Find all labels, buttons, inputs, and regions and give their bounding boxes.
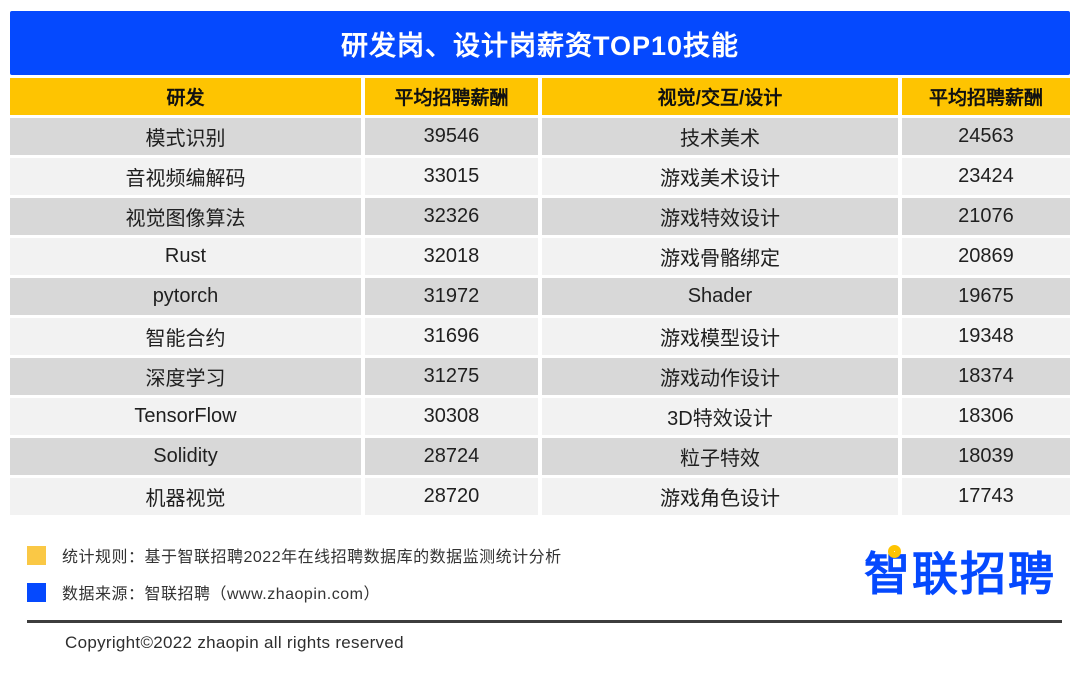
rd-salary-cell: 28724 [364,438,538,475]
design-salary-cell: 18039 [901,438,1070,475]
logo-ring-icon [888,544,901,558]
design-skill-cell: 游戏特效设计 [542,198,898,235]
table-body: 模式识别 39546 技术美术 24563 音视频编解码 33015 游戏美术设计 23424… [10,118,1070,515]
footer: 统计规则：基于智联招聘2022年在线招聘数据库的数据监测统计分析 数据来源：智联… [10,543,1070,604]
design-salary-cell: 19348 [901,318,1070,355]
design-skill-cell: Shader [542,278,898,315]
design-skill-cell: 游戏骨骼绑定 [542,238,898,275]
rd-skill-cell: Solidity [10,438,361,475]
rd-salary-cell: 31972 [364,278,538,315]
divider [27,620,1062,623]
rd-salary-cell: 31275 [364,358,538,395]
design-skill-cell: 3D特效设计 [542,398,898,435]
table-row: Rust 32018 游戏骨骼绑定 20869 [10,238,1070,275]
rd-skill-cell: 机器视觉 [10,478,361,515]
yellow-swatch-icon [27,545,46,565]
design-salary-cell: 18374 [901,358,1070,395]
design-salary-cell: 24563 [901,118,1070,155]
rd-salary-cell: 31696 [364,318,538,355]
rd-salary-cell: 32326 [364,198,538,235]
legend-item-source: 数据来源：智联招聘（www.zhaopin.com） [27,580,562,604]
table-row: 深度学习 31275 游戏动作设计 18374 [10,358,1070,395]
table-row: TensorFlow 30308 3D特效设计 18306 [10,398,1070,435]
table-row: 模式识别 39546 技术美术 24563 [10,118,1070,155]
rd-skill-cell: TensorFlow [10,398,361,435]
salary-table: 研发 平均招聘薪酬 视觉/交互/设计 平均招聘薪酬 模式识别 39546 技术美术 2… [10,78,1070,515]
design-salary-cell: 19675 [901,278,1070,315]
copyright-text: Copyright©2022 zhaopin all rights reserv… [65,633,404,652]
table-row: 音视频编解码 33015 游戏美术设计 23424 [10,158,1070,195]
table-row: 机器视觉 28720 游戏角色设计 17743 [10,478,1070,515]
legend-item-rule: 统计规则：基于智联招聘2022年在线招聘数据库的数据监测统计分析 [27,543,562,567]
rd-salary-cell: 30308 [364,398,538,435]
legend: 统计规则：基于智联招聘2022年在线招聘数据库的数据监测统计分析 数据来源：智联… [27,543,562,604]
table-row: pytorch 31972 Shader 19675 [10,278,1070,315]
design-salary-cell: 21076 [901,198,1070,235]
rd-skill-cell: Rust [10,238,361,275]
rd-skill-cell: 智能合约 [10,318,361,355]
design-skill-cell: 游戏模型设计 [542,318,898,355]
design-skill-cell: 游戏动作设计 [542,358,898,395]
rd-salary-cell: 32018 [364,238,538,275]
rd-skill-cell: 模式识别 [10,118,361,155]
rd-skill-cell: 音视频编解码 [10,158,361,195]
column-header-design: 视觉/交互/设计 [542,78,898,115]
table-row: 智能合约 31696 游戏模型设计 19348 [10,318,1070,355]
design-skill-cell: 技术美术 [542,118,898,155]
column-header-design-salary: 平均招聘薪酬 [901,78,1070,115]
column-header-rd: 研发 [10,78,361,115]
blue-swatch-icon [27,582,46,602]
rd-salary-cell: 28720 [364,478,538,515]
rd-skill-cell: 深度学习 [10,358,361,395]
page-title: 研发岗、设计岗薪资TOP10技能 [340,30,740,61]
zhaopin-logo: 智联招聘 [864,544,1064,600]
legend-source-text: 数据来源：智联招聘（www.zhaopin.com） [62,586,380,603]
design-salary-cell: 18306 [901,398,1070,435]
design-salary-cell: 17743 [901,478,1070,515]
title-bar: 研发岗、设计岗薪资TOP10技能 [10,11,1070,75]
logo-text: 智联招聘 [864,547,1056,600]
design-skill-cell: 粒子特效 [542,438,898,475]
rd-skill-cell: pytorch [10,278,361,315]
design-salary-cell: 23424 [901,158,1070,195]
rd-salary-cell: 33015 [364,158,538,195]
column-header-rd-salary: 平均招聘薪酬 [364,78,538,115]
table-header-row: 研发 平均招聘薪酬 视觉/交互/设计 平均招聘薪酬 [10,78,1070,115]
design-skill-cell: 游戏美术设计 [542,158,898,195]
table-row: 视觉图像算法 32326 游戏特效设计 21076 [10,198,1070,235]
rd-salary-cell: 39546 [364,118,538,155]
design-skill-cell: 游戏角色设计 [542,478,898,515]
legend-rule-text: 统计规则：基于智联招聘2022年在线招聘数据库的数据监测统计分析 [62,549,562,566]
rd-skill-cell: 视觉图像算法 [10,198,361,235]
table-row: Solidity 28724 粒子特效 18039 [10,438,1070,475]
design-salary-cell: 20869 [901,238,1070,275]
